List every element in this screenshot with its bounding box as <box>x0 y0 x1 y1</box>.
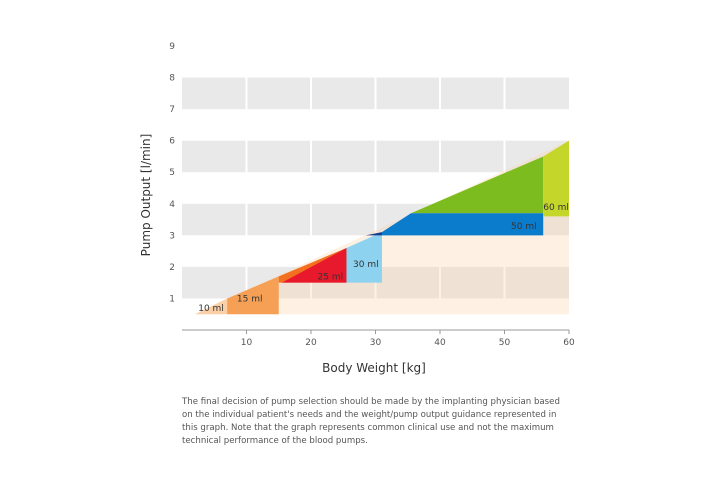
series-area-segment-5 <box>365 232 382 236</box>
series-area-30-ml <box>346 232 382 283</box>
envelope-triangle <box>194 140 569 315</box>
series-area-10-ml <box>194 298 228 315</box>
x-tick-label: 60 <box>563 338 575 348</box>
series-area-15-ml <box>227 276 279 315</box>
series-label: 15 ml <box>237 295 263 305</box>
series-label: 50 ml <box>511 222 537 232</box>
series-area-60-ml <box>543 140 569 217</box>
x-tick-label: 40 <box>434 338 446 348</box>
tick-labels: 10 20 30 40 50 60 1 2 3 4 5 6 7 8 9 <box>169 42 575 348</box>
y-tick-label: 2 <box>169 263 175 273</box>
x-axis-title: Body Weight [kg] <box>322 361 426 375</box>
chart-caption: The final decision of pump selection sho… <box>182 397 560 446</box>
y-tick-label: 8 <box>169 74 175 84</box>
series-label: 30 ml <box>353 260 379 270</box>
x-tick-label: 20 <box>305 338 317 348</box>
series-areas <box>194 140 569 315</box>
series-label: 10 ml <box>198 304 224 314</box>
x-tick-label: 50 <box>499 338 511 348</box>
y-axis-title: Pump Output [l/min] <box>139 134 153 257</box>
series-area-25-ml <box>281 247 347 283</box>
x-tick-label: 30 <box>370 338 382 348</box>
series-labels: 10 ml 15 ml 25 ml 30 ml 50 ml 60 ml <box>198 203 569 314</box>
y-tick-label: 7 <box>169 105 175 115</box>
series-label: 60 ml <box>543 203 569 213</box>
y-tick-label: 1 <box>169 294 175 304</box>
series-label: 25 ml <box>318 273 344 283</box>
y-tick-label: 5 <box>169 168 175 178</box>
x-tick-label: 10 <box>241 338 253 348</box>
y-tick-label: 3 <box>169 231 175 241</box>
series-area-50-ml <box>381 213 544 236</box>
y-tick-label: 6 <box>169 137 175 147</box>
y-tick-label: 9 <box>169 42 175 52</box>
envelope-area <box>194 140 569 315</box>
y-tick-label: 4 <box>169 200 175 210</box>
series-area-segment-6 <box>410 156 544 214</box>
